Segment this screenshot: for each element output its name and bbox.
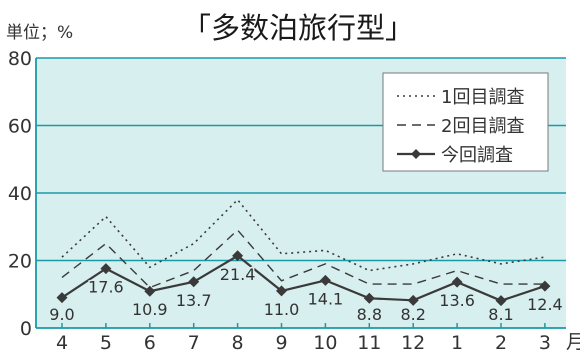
x-tick-label: 11 — [357, 332, 381, 354]
data-label: 8.8 — [357, 305, 382, 324]
data-point — [188, 276, 200, 288]
y-axis-unit-label: 単位；% — [6, 23, 73, 43]
series-line-2 — [61, 229, 545, 289]
data-point — [276, 285, 287, 297]
x-tick-label: 2 — [495, 332, 507, 354]
x-tick-label: 5 — [100, 332, 112, 354]
data-label: 13.7 — [176, 291, 212, 310]
y-tick-label: 40 — [8, 183, 32, 205]
legend-label-3: 今回調査 — [441, 145, 513, 166]
legend-box — [382, 72, 549, 172]
x-tick-label: 7 — [188, 332, 200, 354]
data-label: 13.6 — [439, 291, 475, 310]
x-tick-label: 3 — [539, 332, 551, 354]
data-point — [407, 294, 419, 306]
data-point — [495, 295, 507, 307]
x-axis-unit-label: 月 — [566, 331, 580, 353]
data-point — [56, 292, 68, 304]
x-tick-label: 9 — [275, 332, 287, 354]
data-label: 8.1 — [488, 305, 513, 324]
y-tick-label: 0 — [20, 318, 32, 340]
data-label: 11.0 — [264, 300, 300, 319]
data-label: 10.9 — [132, 300, 168, 319]
data-label: 21.4 — [220, 265, 256, 284]
y-tick-label: 20 — [8, 251, 32, 273]
x-tick-label: 8 — [232, 332, 244, 354]
data-point — [319, 274, 331, 286]
data-point — [363, 292, 375, 304]
data-label: 12.4 — [527, 295, 563, 314]
x-tick-label: 10 — [313, 332, 337, 354]
data-label: 9.0 — [49, 305, 74, 324]
y-tick-label: 80 — [8, 48, 32, 70]
legend-marker — [411, 149, 421, 159]
data-point — [539, 280, 551, 292]
series-line-3 — [61, 254, 546, 302]
data-point — [451, 276, 463, 288]
data-label: 8.2 — [400, 305, 425, 324]
series-line-1 — [61, 198, 546, 272]
legend-label-2: 2回目調査 — [441, 116, 524, 137]
y-tick-label: 60 — [8, 116, 32, 138]
x-tick-label: 12 — [401, 332, 425, 354]
chart-title: 「多数泊旅行型」 — [182, 11, 414, 45]
x-tick-label: 1 — [451, 332, 463, 354]
data-point — [232, 250, 244, 262]
data-point — [144, 285, 156, 297]
data-point — [100, 263, 112, 275]
x-tick-label: 6 — [144, 332, 156, 354]
data-label: 14.1 — [308, 289, 344, 308]
x-tick-label: 4 — [56, 332, 68, 354]
data-label: 17.6 — [88, 278, 124, 297]
legend-label-1: 1回目調査 — [441, 87, 524, 108]
